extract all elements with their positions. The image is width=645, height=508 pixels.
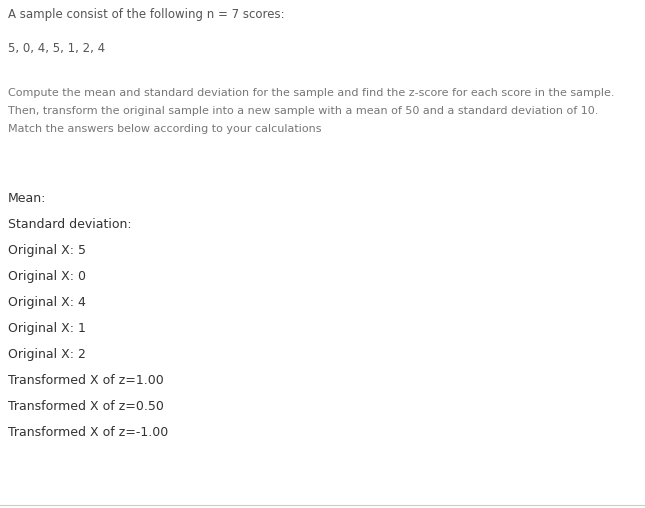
Text: Original X: 1: Original X: 1 [8, 322, 86, 335]
Text: Original X: 2: Original X: 2 [8, 348, 86, 361]
Text: Original X: 4: Original X: 4 [8, 296, 86, 309]
Text: Transformed X of z=0.50: Transformed X of z=0.50 [8, 400, 164, 413]
Text: Standard deviation:: Standard deviation: [8, 218, 132, 231]
Text: Then, transform the original sample into a new sample with a mean of 50 and a st: Then, transform the original sample into… [8, 106, 599, 116]
Text: Compute the mean and standard deviation for the sample and find the z-score for : Compute the mean and standard deviation … [8, 88, 615, 98]
Text: 5, 0, 4, 5, 1, 2, 4: 5, 0, 4, 5, 1, 2, 4 [8, 42, 105, 55]
Text: Original X: 5: Original X: 5 [8, 244, 86, 257]
Text: Mean:: Mean: [8, 192, 46, 205]
Text: Transformed X of z=-1.00: Transformed X of z=-1.00 [8, 426, 168, 439]
Text: Original X: 0: Original X: 0 [8, 270, 86, 283]
Text: Transformed X of z=1.00: Transformed X of z=1.00 [8, 374, 164, 387]
Text: A sample consist of the following n = 7 scores:: A sample consist of the following n = 7 … [8, 8, 284, 21]
Text: Match the answers below according to your calculations: Match the answers below according to you… [8, 124, 321, 134]
